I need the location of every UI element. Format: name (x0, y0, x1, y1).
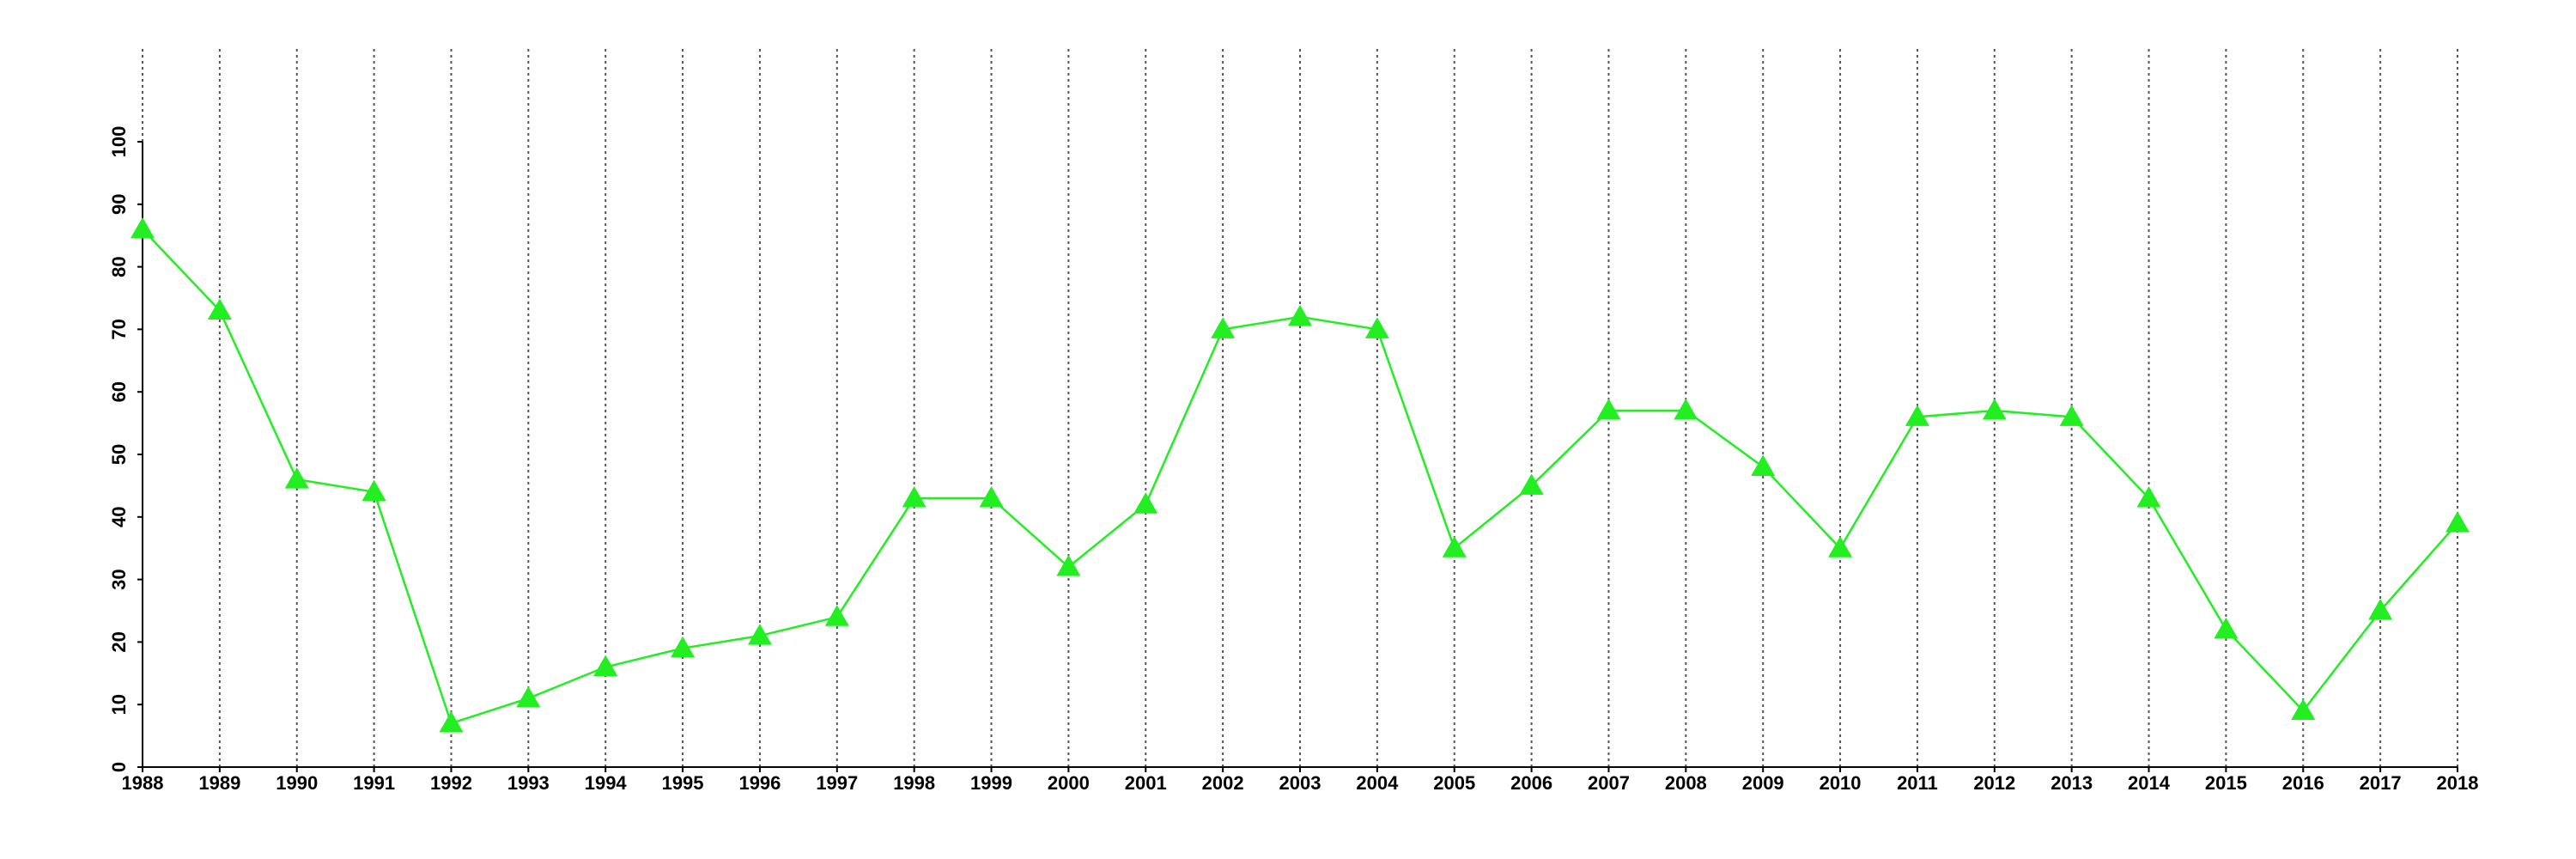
x-tick-label: 2004 (1356, 772, 1399, 794)
x-tick-label: 2008 (1665, 772, 1707, 794)
x-tick-label: 1996 (738, 772, 781, 794)
marker (1519, 473, 1544, 495)
marker (1982, 399, 2007, 420)
y-tick-label: 50 (108, 444, 130, 465)
marker (1596, 399, 1621, 420)
y-tick-label: 10 (108, 694, 130, 715)
x-tick-label: 2007 (1588, 772, 1630, 794)
marker (2291, 698, 2316, 720)
marker (2214, 617, 2239, 639)
marker (824, 605, 849, 626)
x-tick-label: 2003 (1279, 772, 1321, 794)
x-tick-label: 1994 (585, 772, 628, 794)
y-tick-label: 80 (108, 256, 130, 277)
x-tick-label: 1992 (430, 772, 472, 794)
x-tick-label: 2018 (2437, 772, 2479, 794)
x-tick-label: 2010 (1820, 772, 1862, 794)
marker (671, 636, 696, 658)
x-tick-label: 2017 (2360, 772, 2402, 794)
marker (1751, 454, 1776, 477)
x-tick-label: 2013 (2050, 772, 2093, 794)
marker (439, 711, 464, 733)
x-tick-label: 2016 (2282, 772, 2324, 794)
marker (1056, 555, 1081, 576)
y-tick-label: 20 (108, 631, 130, 652)
marker (284, 467, 309, 489)
marker (1905, 405, 1929, 426)
x-tick-label: 2011 (1897, 772, 1938, 794)
x-tick-label: 2015 (2205, 772, 2247, 794)
x-tick-label: 1998 (893, 772, 935, 794)
marker (1442, 536, 1467, 557)
x-tick-label: 2006 (1510, 772, 1552, 794)
marker (902, 485, 927, 508)
marker (1828, 536, 1853, 557)
x-tick-label: 2009 (1742, 772, 1784, 794)
marker (1133, 492, 1158, 514)
marker (1288, 304, 1312, 326)
x-tick-label: 2012 (1973, 772, 2015, 794)
marker (1364, 317, 1389, 338)
y-tick-label: 60 (108, 381, 130, 402)
x-tick-label: 2014 (2128, 772, 2171, 794)
x-tick-label: 2002 (1202, 772, 1244, 794)
x-tick-label: 2000 (1048, 772, 1090, 794)
marker (979, 485, 1004, 508)
x-tick-label: 2001 (1125, 772, 1167, 794)
marker (2368, 599, 2393, 620)
marker (2136, 485, 2161, 508)
marker (593, 655, 618, 677)
marker (1674, 399, 1698, 420)
marker (131, 216, 155, 239)
y-tick-label: 40 (108, 507, 130, 527)
x-tick-label: 1989 (198, 772, 240, 794)
y-tick-label: 70 (108, 319, 130, 339)
x-tick-label: 1991 (353, 772, 395, 794)
marker (1211, 317, 1236, 338)
x-tick-label: 1988 (122, 772, 164, 794)
x-tick-label: 1995 (662, 772, 704, 794)
marker (361, 479, 386, 502)
x-tick-label: 1997 (816, 772, 858, 794)
y-tick-label: 100 (108, 126, 130, 158)
x-tick-label: 1999 (970, 772, 1012, 794)
x-tick-label: 2005 (1433, 772, 1475, 794)
marker (2059, 405, 2084, 426)
marker (2445, 511, 2470, 533)
marker (747, 624, 772, 645)
y-tick-label: 90 (108, 194, 130, 215)
marker (207, 298, 232, 320)
y-tick-label: 0 (108, 762, 130, 772)
x-tick-label: 1990 (276, 772, 318, 794)
x-tick-label: 1993 (507, 772, 550, 794)
y-tick-label: 30 (108, 569, 130, 589)
marker (516, 685, 541, 708)
